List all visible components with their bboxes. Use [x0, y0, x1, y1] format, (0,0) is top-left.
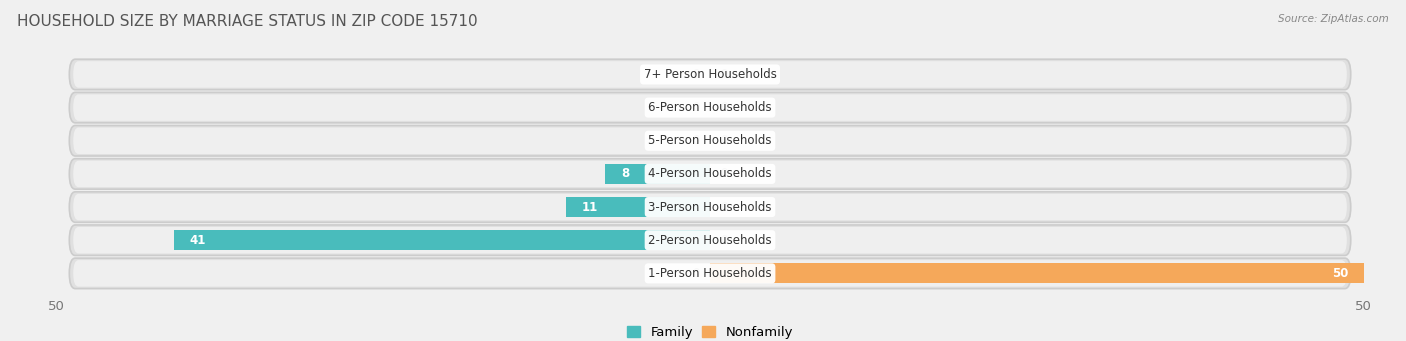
FancyBboxPatch shape: [69, 258, 1351, 288]
FancyBboxPatch shape: [69, 59, 1351, 90]
Text: 50: 50: [1331, 267, 1348, 280]
Text: 0: 0: [692, 68, 700, 81]
FancyBboxPatch shape: [73, 227, 1347, 253]
Text: Source: ZipAtlas.com: Source: ZipAtlas.com: [1278, 14, 1389, 24]
Text: 41: 41: [190, 234, 207, 247]
Text: 1-Person Households: 1-Person Households: [648, 267, 772, 280]
Legend: Family, Nonfamily: Family, Nonfamily: [627, 326, 793, 339]
FancyBboxPatch shape: [73, 260, 1347, 287]
Text: 0: 0: [720, 101, 728, 114]
FancyBboxPatch shape: [73, 161, 1347, 187]
Text: 8: 8: [621, 167, 630, 180]
FancyBboxPatch shape: [73, 128, 1347, 154]
Text: 5-Person Households: 5-Person Households: [648, 134, 772, 147]
Text: 2-Person Households: 2-Person Households: [648, 234, 772, 247]
Text: 7+ Person Households: 7+ Person Households: [644, 68, 776, 81]
Bar: [567, 197, 710, 217]
FancyBboxPatch shape: [69, 92, 1351, 123]
Text: 0: 0: [720, 68, 728, 81]
Bar: [710, 264, 1364, 283]
Text: 0: 0: [692, 134, 700, 147]
Text: 6-Person Households: 6-Person Households: [648, 101, 772, 114]
FancyBboxPatch shape: [73, 61, 1347, 88]
Text: 4-Person Households: 4-Person Households: [648, 167, 772, 180]
Text: 0: 0: [692, 101, 700, 114]
Text: 0: 0: [720, 167, 728, 180]
Text: 0: 0: [720, 201, 728, 213]
FancyBboxPatch shape: [69, 192, 1351, 222]
FancyBboxPatch shape: [73, 94, 1347, 121]
Text: 11: 11: [582, 201, 598, 213]
FancyBboxPatch shape: [73, 194, 1347, 220]
Bar: [174, 230, 710, 250]
FancyBboxPatch shape: [69, 159, 1351, 189]
Text: 3-Person Households: 3-Person Households: [648, 201, 772, 213]
Text: 0: 0: [720, 234, 728, 247]
FancyBboxPatch shape: [69, 125, 1351, 156]
Text: HOUSEHOLD SIZE BY MARRIAGE STATUS IN ZIP CODE 15710: HOUSEHOLD SIZE BY MARRIAGE STATUS IN ZIP…: [17, 14, 478, 29]
Bar: [606, 164, 710, 184]
Text: 0: 0: [692, 267, 700, 280]
FancyBboxPatch shape: [69, 225, 1351, 255]
Text: 0: 0: [720, 134, 728, 147]
